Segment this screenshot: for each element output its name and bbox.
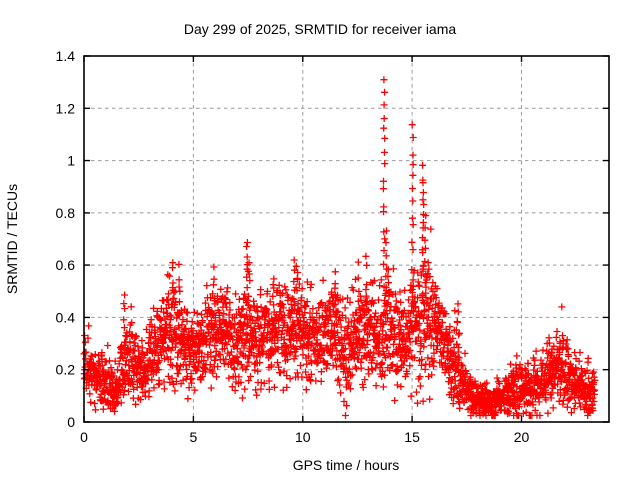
plot-frame	[83, 55, 610, 423]
axis-ticks	[83, 55, 609, 423]
x-tick-label: 5	[190, 429, 198, 445]
y-tick-label: 0	[67, 414, 75, 430]
y-tick-label: 1	[67, 153, 75, 169]
x-tick-label: 20	[514, 429, 530, 445]
y-tick-label: 1.2	[56, 100, 76, 116]
y-tick-label: 0.8	[56, 205, 76, 221]
y-tick-label: 0.2	[56, 362, 76, 378]
chart-title: Day 299 of 2025, SRMTID for receiver iam…	[184, 21, 457, 37]
scatter-points	[80, 76, 599, 419]
x-axis-label: GPS time / hours	[293, 457, 400, 473]
y-tick-label: 1.4	[56, 48, 76, 64]
y-axis-label: SRMTID / TECUs	[4, 184, 20, 294]
y-tick-label: 0.4	[56, 309, 76, 325]
x-tick-label: 0	[80, 429, 88, 445]
y-tick-label: 0.6	[56, 257, 76, 273]
x-tick-label: 10	[295, 429, 311, 445]
tick-labels: 0 5 10 15 20 0 0.2 0.4 0.6 0.8 1 1.2 1.4	[56, 48, 530, 445]
x-tick-label: 15	[404, 429, 420, 445]
